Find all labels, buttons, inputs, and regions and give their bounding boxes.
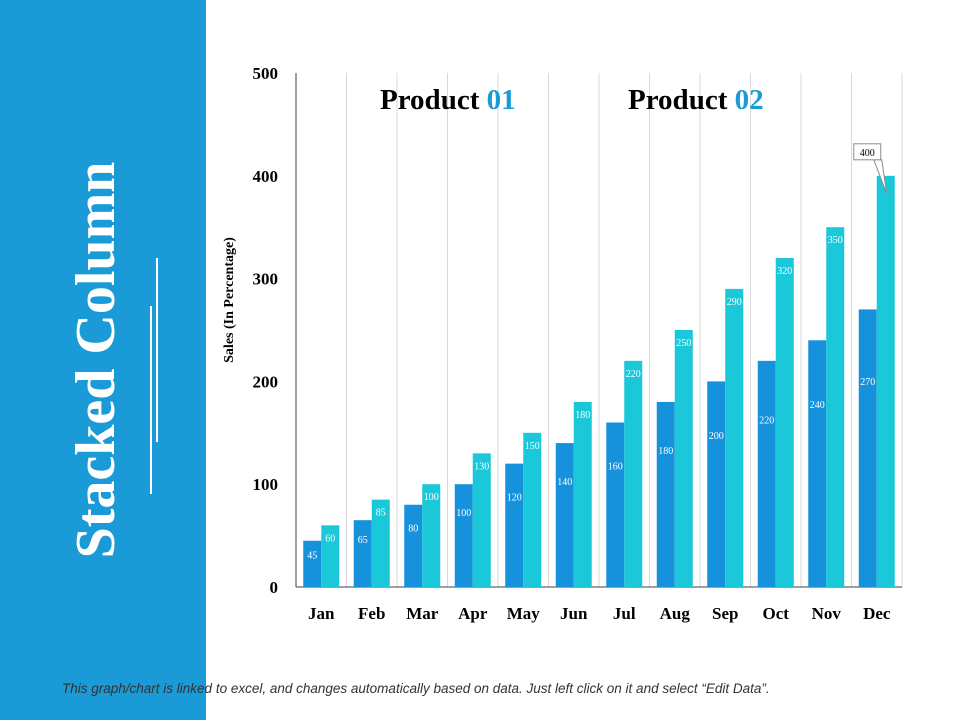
y-tick-label: 300 — [253, 270, 279, 289]
x-tick-label: Aug — [660, 604, 691, 623]
bar-product-02 — [321, 525, 340, 587]
data-label: 100 — [456, 508, 471, 519]
x-tick-label: Sep — [712, 604, 738, 623]
data-label: 45 — [307, 550, 317, 561]
data-label: 150 — [525, 441, 540, 452]
side-panel: Stacked Column — [0, 0, 206, 720]
x-tick-label: Jan — [308, 604, 335, 623]
decorative-line — [150, 306, 152, 494]
bar-product-02 — [725, 288, 744, 587]
x-tick-label: Jul — [613, 604, 636, 623]
bar-product-02 — [422, 484, 441, 587]
bar-product-02 — [472, 453, 491, 587]
data-label: 350 — [828, 235, 843, 246]
data-label: 100 — [424, 492, 439, 503]
x-tick-label: Oct — [763, 604, 790, 623]
data-label: 220 — [626, 369, 641, 380]
bar-product-01 — [555, 443, 574, 587]
bar-product-02 — [826, 227, 845, 587]
bar-product-01 — [303, 540, 322, 587]
data-label: 180 — [575, 410, 590, 421]
bar-product-01 — [808, 340, 827, 587]
data-label: 180 — [658, 446, 673, 457]
bar-product-02 — [674, 330, 693, 587]
data-label: 140 — [557, 477, 572, 488]
column-chart[interactable]: 0 100 200 300 400 500 Sales (In Percentage) Jan… — [206, 0, 960, 670]
product-01-label: Product 01 — [380, 84, 516, 117]
bar-product-01 — [505, 463, 524, 587]
bar-product-01 — [656, 401, 675, 587]
bar-product-01 — [707, 381, 726, 587]
data-label: 65 — [358, 535, 368, 546]
data-label: 220 — [759, 415, 774, 426]
y-axis-title: Sales (In Percentage) — [222, 237, 237, 363]
data-label: 120 — [507, 492, 522, 503]
slide-title: Stacked Column — [65, 161, 127, 559]
data-label: 85 — [376, 508, 386, 519]
data-label: 240 — [810, 400, 825, 411]
bar-product-01 — [404, 504, 423, 587]
bar-product-01 — [454, 484, 473, 587]
decorative-line — [156, 258, 158, 442]
data-label: 270 — [860, 377, 875, 388]
y-tick-label: 100 — [253, 475, 279, 494]
bar-product-01 — [757, 360, 776, 587]
product-02-number: 02 — [734, 84, 764, 116]
footer-note: This graph/chart is linked to excel, and… — [62, 681, 770, 696]
data-label: 290 — [727, 297, 742, 308]
y-tick-label: 200 — [253, 372, 279, 391]
data-label: 200 — [709, 431, 724, 442]
x-tick-label: Feb — [358, 604, 385, 623]
y-tick-label: 0 — [270, 578, 279, 597]
bar-product-02 — [624, 360, 643, 587]
x-tick-label: Mar — [406, 604, 439, 623]
data-label: 320 — [777, 266, 792, 277]
bar-product-02 — [523, 432, 542, 587]
product-02-label: Product 02 — [628, 84, 764, 117]
bar-product-01 — [858, 309, 877, 587]
product-01-number: 01 — [486, 84, 516, 116]
data-label: 160 — [608, 462, 623, 473]
bar-product-02 — [775, 258, 794, 587]
callout-label: 400 — [860, 148, 875, 159]
x-tick-label: Nov — [812, 604, 842, 623]
x-tick-label: Dec — [863, 604, 891, 623]
x-tick-label: May — [507, 604, 541, 623]
data-label: 130 — [474, 461, 489, 472]
x-tick-label: Jun — [560, 604, 588, 623]
data-label: 60 — [325, 533, 335, 544]
product-02-name: Product — [628, 84, 728, 116]
y-tick-label: 500 — [253, 64, 279, 83]
bar-product-01 — [353, 520, 372, 587]
data-label: 250 — [676, 338, 691, 349]
bar-product-02 — [876, 175, 895, 588]
x-tick-label: Apr — [458, 604, 488, 623]
bar-product-02 — [371, 499, 390, 587]
product-01-name: Product — [380, 84, 480, 116]
y-tick-label: 400 — [253, 167, 279, 186]
data-label: 80 — [408, 523, 418, 534]
bar-product-02 — [573, 401, 592, 587]
callout-box — [853, 143, 882, 161]
bar-product-01 — [606, 422, 625, 587]
